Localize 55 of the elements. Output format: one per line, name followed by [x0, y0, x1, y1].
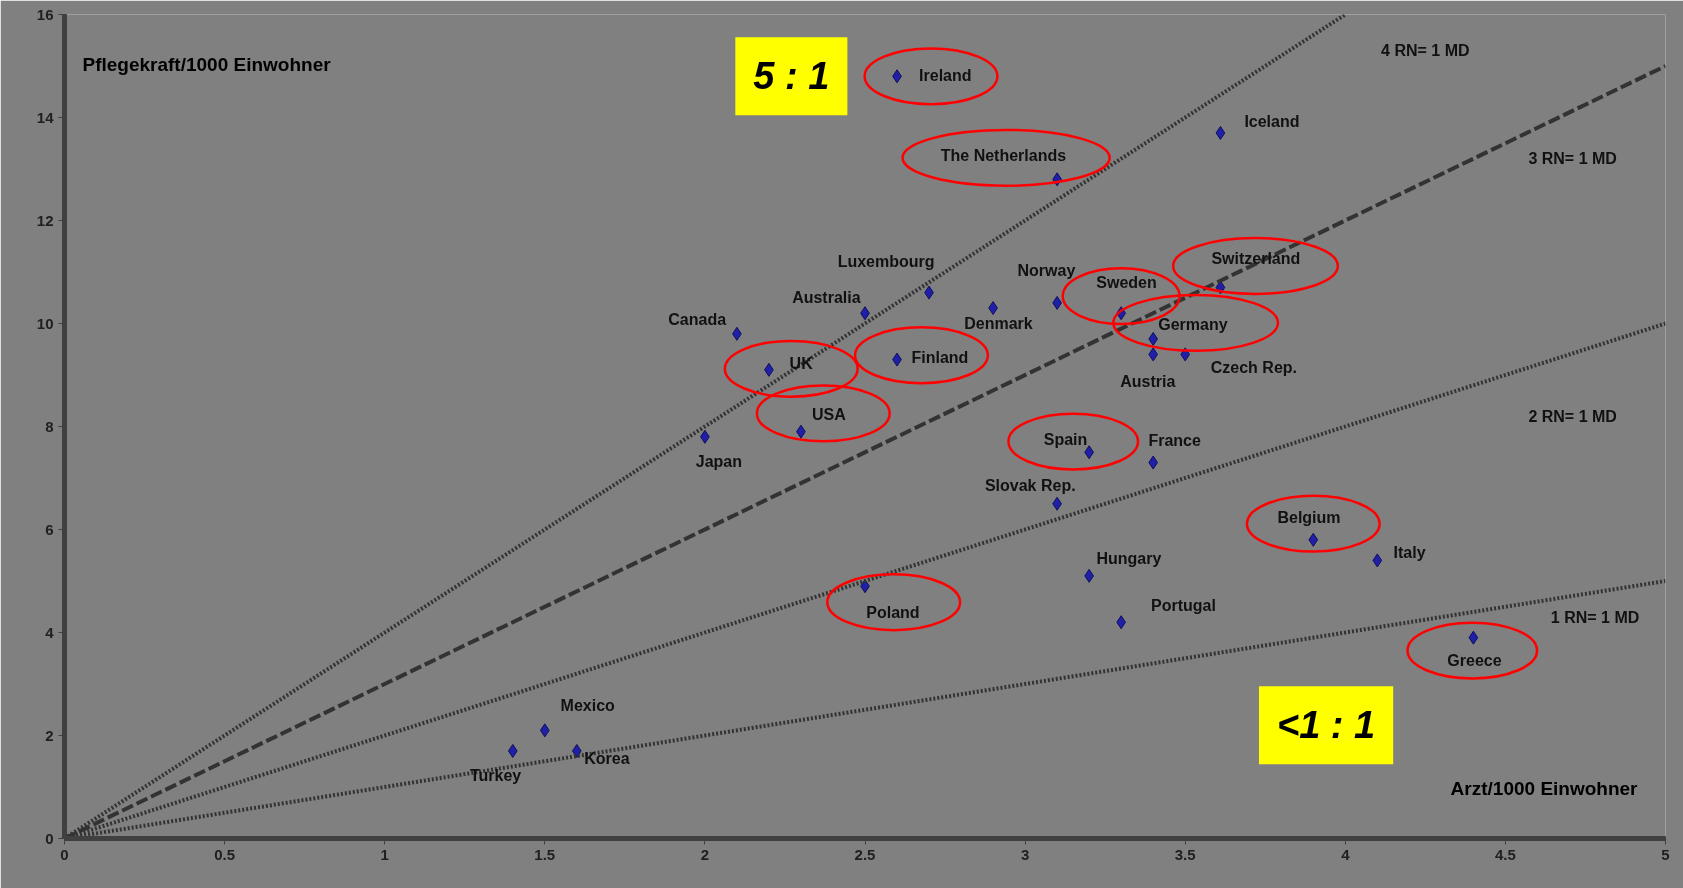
- annotation: Iceland: [1244, 112, 1300, 130]
- annotation: Finland: [911, 348, 969, 366]
- annotation: France: [1148, 431, 1201, 449]
- annotation: Belgium: [1277, 508, 1341, 526]
- y-tick-label: 10: [36, 314, 54, 332]
- x-axis-title: Arzt/1000 Einwohner: [1450, 777, 1639, 799]
- annotation: Portugal: [1150, 596, 1216, 614]
- annotation: Mexico: [560, 697, 616, 715]
- annotation: Italy: [1393, 544, 1426, 562]
- annotation: Norway: [1017, 262, 1076, 280]
- annotation: Hungary: [1096, 550, 1162, 568]
- annotation: Greece: [1447, 651, 1502, 669]
- y-tick-label: 8: [45, 417, 54, 435]
- annotation: Luxembourg: [837, 252, 935, 270]
- annotation: Korea: [584, 749, 630, 767]
- x-tick-label: 0.5: [214, 845, 236, 863]
- y-tick-label: 2: [45, 726, 54, 744]
- annotation: Canada: [668, 311, 727, 329]
- annotation: Austria: [1120, 372, 1176, 390]
- annotation: Poland: [866, 604, 920, 622]
- y-tick-label: 14: [36, 108, 55, 126]
- x-tick-label: 1: [380, 845, 389, 863]
- annotation: 1 RN= 1 MD: [1550, 608, 1640, 626]
- x-tick-label: 4: [1341, 845, 1351, 863]
- annotation: Sweden: [1096, 273, 1157, 291]
- y-tick-label: 6: [45, 520, 54, 538]
- x-tick-label: 1.5: [534, 845, 556, 863]
- x-tick-label: 5: [1661, 845, 1670, 863]
- x-tick-label: 0: [60, 845, 69, 863]
- annotation: 4 RN= 1 MD: [1381, 42, 1470, 60]
- y-tick-label: 12: [36, 211, 54, 229]
- x-tick-label: 2: [700, 845, 710, 863]
- y-axis-title: Pflegekraft/1000 Einwohner: [82, 53, 332, 75]
- annotation: Denmark: [964, 314, 1033, 332]
- annotation: <1 : 1: [1276, 704, 1376, 747]
- y-tick-label: 16: [36, 5, 54, 23]
- y-tick-label: 0: [45, 829, 54, 847]
- annotation: 2 RN= 1 MD: [1528, 407, 1617, 425]
- annotation: Czech Rep.: [1210, 358, 1298, 376]
- annotation: Spain: [1043, 430, 1088, 448]
- annotation: 3 RN= 1 MD: [1528, 150, 1617, 168]
- annotation: USA: [811, 405, 847, 423]
- x-tick-label: 2.5: [854, 845, 876, 863]
- annotation: Turkey: [469, 767, 522, 785]
- annotation: Australia: [792, 288, 861, 306]
- annotation: Germany: [1158, 316, 1228, 334]
- x-tick-label: 3.5: [1174, 845, 1196, 863]
- x-tick-label: 4.5: [1494, 845, 1516, 863]
- annotation: Ireland: [919, 66, 972, 84]
- annotation: Japan: [695, 452, 742, 470]
- x-tick-label: 3: [1020, 845, 1030, 863]
- annotation: The Netherlands: [940, 147, 1067, 165]
- annotation: 5 : 1: [753, 55, 830, 98]
- annotation: Slovak Rep.: [984, 477, 1076, 494]
- y-tick-label: 4: [45, 623, 55, 641]
